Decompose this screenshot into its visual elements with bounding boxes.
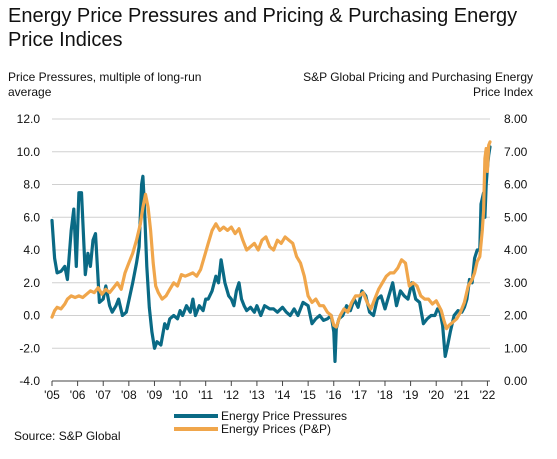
left-tick-label: 4.0: [23, 243, 40, 257]
x-tick-label: '16: [326, 388, 342, 402]
x-tick-label: '18: [377, 388, 393, 402]
right-axis-label: S&P Global Pricing and Purchasing Energy…: [303, 70, 533, 99]
x-tick-label: '20: [428, 388, 444, 402]
x-tick-label: '21: [454, 388, 470, 402]
legend-label: Energy Prices (P&P): [221, 422, 331, 436]
left-tick-label: 2.0: [23, 276, 40, 290]
series-line-energy-prices: [50, 140, 492, 331]
series-line-energy-price-pressures: [50, 145, 492, 363]
x-tick-label: '10: [172, 388, 188, 402]
right-tick-label: 1.00: [504, 341, 528, 355]
x-tick-label: '08: [121, 388, 137, 402]
x-tick-label: '11: [198, 388, 213, 402]
legend-label: Energy Price Pressures: [221, 409, 347, 423]
right-tick-label: 7.00: [504, 145, 528, 159]
left-tick-label: 0.0: [23, 309, 40, 323]
left-tick-label: -2.0: [19, 341, 40, 355]
chart-title: Energy Price Pressures and Pricing & Pur…: [8, 5, 518, 51]
x-tick-label: '17: [352, 388, 368, 402]
left-tick-label: 10.0: [17, 145, 41, 159]
x-tick-label: '09: [147, 388, 163, 402]
right-tick-label: 3.00: [504, 276, 528, 290]
x-tick-label: '12: [223, 388, 239, 402]
x-tick-label: '19: [403, 388, 419, 402]
left-tick-label: 6.0: [23, 210, 40, 224]
right-tick-label: 6.00: [504, 178, 528, 192]
left-tick-label: -4.0: [19, 374, 40, 388]
x-tick-label: '13: [249, 388, 265, 402]
right-tick-label: 2.00: [504, 309, 528, 323]
source-note: Source: S&P Global: [14, 429, 121, 443]
x-tick-label: '14: [275, 388, 291, 402]
right-tick-label: 0.00: [504, 374, 528, 388]
right-tick-label: 4.00: [504, 243, 528, 257]
left-tick-label: 12.0: [17, 112, 41, 126]
left-tick-label: 8.0: [23, 178, 40, 192]
left-axis-label: Price Pressures, multiple of long-run av…: [8, 70, 202, 99]
x-tick-label: '15: [300, 388, 316, 402]
right-tick-label: 5.00: [504, 210, 528, 224]
x-tick-label: '07: [95, 388, 111, 402]
x-tick-label: '22: [480, 388, 496, 402]
right-tick-label: 8.00: [504, 112, 528, 126]
x-tick-label: '05: [44, 388, 60, 402]
x-tick-label: '06: [70, 388, 86, 402]
